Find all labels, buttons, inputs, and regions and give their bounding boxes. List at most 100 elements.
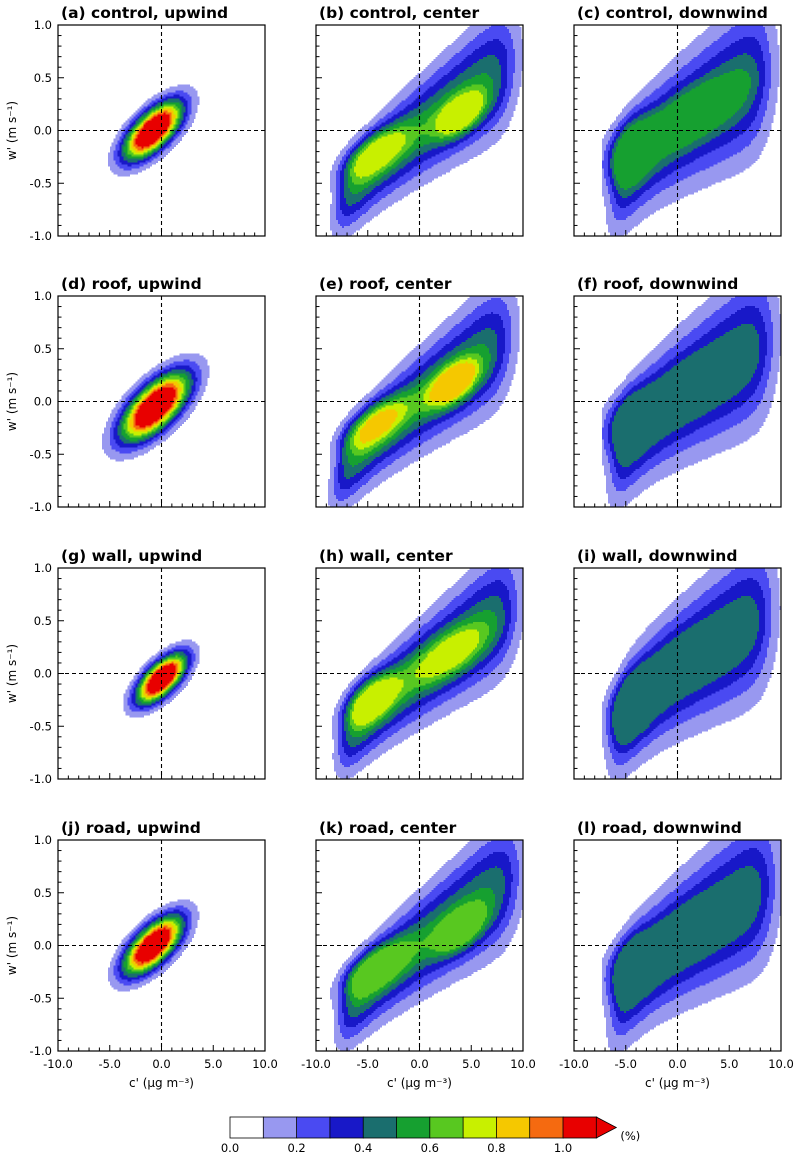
- contour-cell: [359, 415, 363, 418]
- contour-cell: [173, 120, 176, 123]
- contour-cell: [185, 669, 188, 672]
- contour-cell: [483, 393, 496, 396]
- contour-cell: [505, 329, 512, 333]
- contour-cell: [115, 459, 125, 462]
- contour-cell: [123, 411, 127, 414]
- contour-cell: [767, 106, 776, 109]
- contour-cell: [513, 72, 522, 76]
- contour-cell: [669, 186, 708, 189]
- contour-cell: [509, 28, 522, 32]
- contour-cell: [341, 433, 347, 436]
- contour-cell: [503, 319, 512, 323]
- contour-cell: [445, 409, 454, 412]
- contour-cell: [387, 118, 397, 121]
- contour-cell: [167, 421, 170, 424]
- contour-cell: [101, 439, 111, 442]
- contour-field: [327, 296, 520, 508]
- contour-cell: [425, 80, 438, 84]
- contour-cell: [185, 118, 190, 121]
- contour-cell: [169, 132, 172, 135]
- contour-cell: [135, 387, 141, 390]
- contour-cell: [615, 138, 621, 141]
- contour-cell: [339, 160, 345, 163]
- contour-cell: [485, 375, 492, 379]
- contour-cell: [767, 100, 778, 104]
- contour-cell: [339, 174, 345, 177]
- contour-cell: [379, 405, 387, 408]
- contour-cell: [473, 395, 482, 398]
- contour-cell: [359, 150, 365, 153]
- contour-cell: [489, 106, 494, 109]
- contour-cell: [757, 407, 770, 410]
- contour-cell: [123, 140, 127, 143]
- contour-cell: [169, 655, 176, 658]
- contour-cell: [383, 132, 395, 135]
- contour-cell: [335, 186, 341, 189]
- contour-cell: [483, 56, 498, 60]
- contour-cell: [153, 389, 158, 392]
- contour-cell: [133, 415, 137, 418]
- contour-cell: [603, 176, 611, 179]
- contour-cell: [405, 106, 418, 109]
- contour-cell: [151, 425, 154, 428]
- contour-cell: [133, 112, 139, 115]
- contour-cell: [127, 395, 133, 398]
- contour-cell: [139, 128, 142, 131]
- contour-cell: [187, 397, 192, 400]
- contour-cell: [765, 389, 776, 392]
- contour-cell: [635, 210, 656, 213]
- contour-cell: [403, 86, 418, 90]
- contour-cell: [455, 140, 464, 143]
- contour-cell: [143, 156, 148, 159]
- contour-cell: [427, 367, 436, 371]
- contour-cell: [771, 52, 780, 56]
- contour-cell: [659, 110, 738, 113]
- contour-cell: [151, 393, 176, 396]
- contour-cell: [625, 120, 633, 123]
- contour-cell: [405, 134, 420, 137]
- contour-cell: [357, 489, 373, 492]
- contour-cell: [147, 152, 152, 155]
- contour-cell: [191, 108, 198, 111]
- contour-cell: [447, 351, 458, 355]
- contour-cell: [613, 214, 633, 217]
- contour-cell: [757, 92, 764, 96]
- contour-cell: [381, 437, 389, 440]
- contour-cell: [159, 417, 162, 420]
- contour-cell: [445, 363, 452, 367]
- contour-cell: [119, 435, 125, 438]
- contour-cell: [695, 68, 712, 72]
- contour-cell: [717, 126, 732, 129]
- contour-cell: [609, 234, 625, 237]
- contour-cell: [129, 136, 133, 139]
- contour-cell: [399, 156, 408, 159]
- contour-cell: [377, 413, 398, 416]
- contour-cell: [511, 345, 520, 349]
- contour-cell: [153, 94, 164, 98]
- contour-cell: [705, 168, 746, 171]
- contour-cell: [453, 146, 466, 149]
- contour-cell: [345, 447, 351, 450]
- contour-cell: [129, 431, 148, 434]
- contour-cell: [347, 140, 357, 143]
- contour-cell: [721, 403, 744, 406]
- contour-cell: [339, 459, 343, 462]
- contour-cell: [601, 415, 607, 418]
- contour-cell: [423, 152, 440, 155]
- contour-cell: [477, 126, 484, 129]
- contour-cell: [181, 104, 184, 108]
- contour-cell: [681, 94, 748, 98]
- contour-cell: [707, 423, 738, 426]
- contour-cell: [349, 421, 355, 424]
- contour-cell: [331, 200, 337, 203]
- contour-cell: [147, 371, 154, 375]
- contour-cell: [667, 90, 680, 94]
- contour-cell: [169, 357, 206, 361]
- contour-cell: [619, 477, 627, 480]
- contour-cell: [185, 387, 190, 390]
- contour-cell: [123, 138, 129, 141]
- contour-cell: [383, 445, 393, 448]
- contour-cell: [435, 110, 442, 113]
- contour-cell: [169, 363, 198, 367]
- contour-cell: [411, 78, 428, 82]
